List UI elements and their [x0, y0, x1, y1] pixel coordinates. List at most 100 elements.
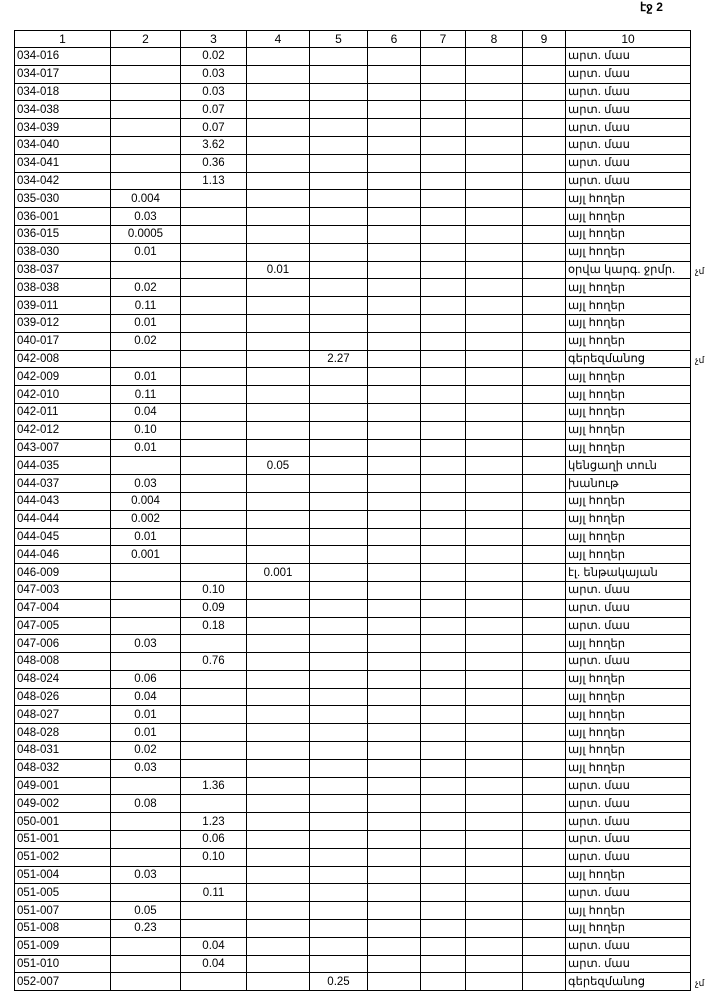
area-cell-col6: [367, 705, 421, 725]
table-row: 042-012 0.10 այլ հողեր: [14, 420, 691, 440]
area-cell-col4: [246, 758, 310, 778]
area-cell-col8: [465, 47, 523, 66]
area-cell-col8: [465, 438, 523, 458]
area-cell-col4: [246, 278, 310, 298]
area-cell-col8: [465, 616, 523, 636]
area-cell-col7: [420, 563, 466, 582]
land-type-cell: այլ հողեր: [565, 420, 691, 440]
area-cell-col3: [180, 278, 247, 298]
table-row: 034-017 0.03 արտ. մաս: [14, 64, 691, 84]
area-cell-col6: [367, 954, 421, 974]
area-cell-col8: [465, 598, 523, 618]
area-cell-col8: [465, 135, 523, 155]
area-cell-col7: [420, 349, 466, 369]
area-cell-col4: 0.01: [246, 260, 310, 280]
area-cell-col5: [309, 776, 368, 796]
table-row: 034-018 0.03 արտ. մաս: [14, 82, 691, 102]
table-row: 039-011 0.11 այլ հողեր: [14, 296, 691, 315]
table-row: 050-001 1.23 արտ. մաս: [14, 812, 691, 832]
parcel-code-cell: 039-012: [14, 313, 111, 333]
area-cell-col7: [420, 669, 466, 689]
land-type-cell: այլ հողեր: [565, 224, 691, 244]
area-cell-col6: [367, 313, 421, 333]
land-type-cell: արտ. մաս: [565, 135, 691, 155]
area-cell-col5: [309, 527, 368, 547]
area-cell-col8: [465, 207, 523, 226]
land-type-cell: այլ հողեր: [565, 313, 691, 333]
area-cell-col6: [367, 207, 421, 226]
area-cell-col7: [420, 278, 466, 298]
land-type-cell: արտ. մաս: [565, 830, 691, 849]
area-cell-col6: [367, 865, 421, 885]
area-cell-col3: 0.36: [180, 153, 247, 173]
area-cell-col7: [420, 313, 466, 333]
parcel-code-cell: 046-009: [14, 563, 111, 582]
area-cell-col9: [522, 349, 566, 369]
area-cell-col2: [110, 652, 181, 671]
area-cell-col2: 0.03: [110, 634, 181, 654]
area-cell-col2: [110, 260, 181, 280]
parcel-code-cell: 051-007: [14, 901, 111, 921]
column-header-10: 10: [565, 30, 691, 48]
area-cell-col3: 3.62: [180, 135, 247, 155]
area-cell-col8: [465, 242, 523, 262]
area-cell-col7: [420, 580, 466, 600]
area-cell-col7: [420, 260, 466, 280]
land-type-cell: այլ հողեր: [565, 278, 691, 298]
area-cell-col8: [465, 972, 523, 992]
area-cell-col9: [522, 296, 566, 315]
area-cell-col4: [246, 367, 310, 387]
area-cell-col2: 0.004: [110, 491, 181, 511]
area-cell-col2: 0.001: [110, 545, 181, 565]
area-cell-col8: [465, 509, 523, 529]
area-cell-col4: 0.05: [246, 456, 310, 476]
area-cell-col4: [246, 207, 310, 226]
parcel-code-cell: 051-004: [14, 865, 111, 885]
area-cell-col7: [420, 171, 466, 191]
area-cell-col9: [522, 901, 566, 921]
area-cell-col7: [420, 153, 466, 173]
table-row: 036-015 0.0005 այլ հողեր: [14, 224, 691, 244]
parcel-code-cell: 034-018: [14, 82, 111, 102]
area-cell-col4: [246, 936, 310, 956]
area-cell-col6: [367, 153, 421, 173]
area-cell-col4: [246, 580, 310, 600]
area-cell-col6: [367, 420, 421, 440]
area-cell-col7: [420, 972, 466, 992]
land-type-cell: այլ հողեր: [565, 242, 691, 262]
area-cell-col8: [465, 652, 523, 671]
area-cell-col2: [110, 456, 181, 476]
parcel-code-cell: 034-016: [14, 47, 111, 66]
table-row: 052-007 0.25 գերեզմանոց: [14, 972, 691, 992]
area-cell-col9: [522, 207, 566, 226]
area-cell-col8: [465, 260, 523, 280]
area-cell-col9: [522, 936, 566, 956]
area-cell-col7: [420, 883, 466, 903]
parcel-code-cell: 044-043: [14, 491, 111, 511]
land-type-cell: այլ հողեր: [565, 207, 691, 226]
parcel-code-cell: 051-001: [14, 830, 111, 849]
area-cell-col8: [465, 954, 523, 974]
area-cell-col2: 0.002: [110, 509, 181, 529]
area-cell-col7: [420, 705, 466, 725]
table-row: 048-008 0.76 արտ. մաս: [14, 652, 691, 671]
table-row: 047-005 0.18 արտ. մաս: [14, 616, 691, 636]
area-cell-col4: [246, 527, 310, 547]
table-row: 042-010 0.11 այլ հողեր: [14, 385, 691, 404]
land-type-cell: արտ. մաս: [565, 883, 691, 903]
area-cell-col6: [367, 812, 421, 832]
area-cell-col7: [420, 758, 466, 778]
area-cell-col8: [465, 224, 523, 244]
area-cell-col9: [522, 527, 566, 547]
parcel-code-cell: 048-027: [14, 705, 111, 725]
area-cell-col2: 0.03: [110, 865, 181, 885]
area-cell-col3: [180, 385, 247, 404]
land-type-cell: արտ. մաս: [565, 64, 691, 84]
area-cell-col8: [465, 812, 523, 832]
area-cell-col7: [420, 420, 466, 440]
area-cell-col4: [246, 847, 310, 867]
area-cell-col3: [180, 420, 247, 440]
area-cell-col3: 0.09: [180, 598, 247, 618]
area-cell-col9: [522, 758, 566, 778]
area-cell-col2: 0.01: [110, 313, 181, 333]
